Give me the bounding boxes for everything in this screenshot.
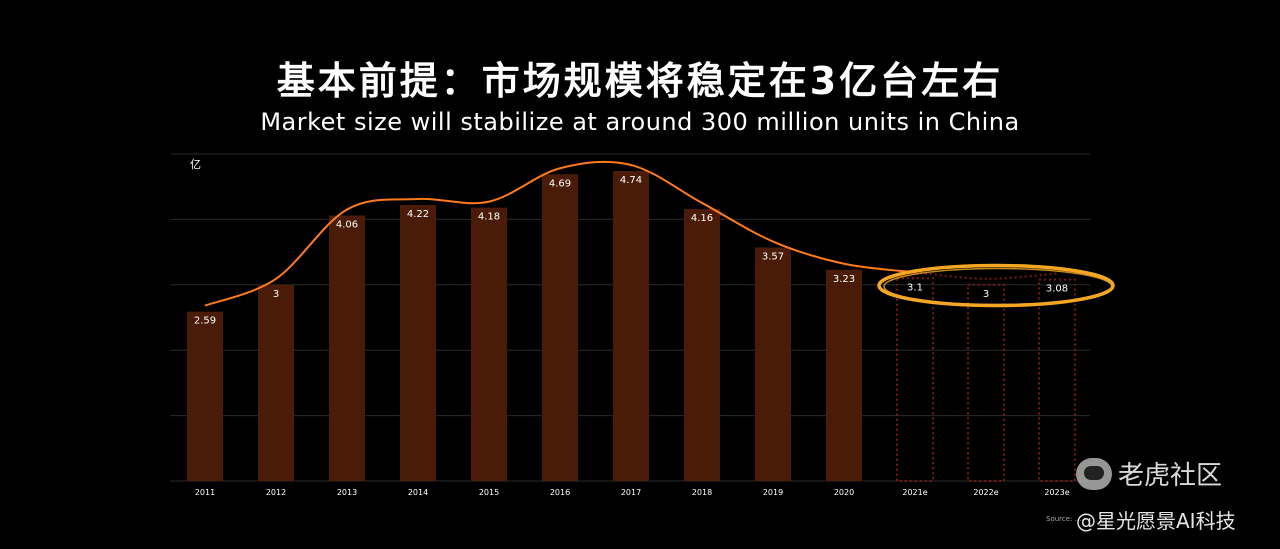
value-label: 3.23: [833, 274, 855, 285]
bar: [187, 311, 223, 481]
bar: [684, 208, 720, 481]
forecast-bar: [967, 283, 1005, 482]
highlight-ellipse-inner: [883, 267, 1113, 306]
x-tick-label: 2021e: [902, 488, 927, 497]
value-labels: 2.59 3 4.06 4.22 4.18 4.69 4.74 4.16 3.57 3.23 3.1…: [194, 175, 1068, 327]
forecast-bar: [896, 277, 934, 483]
bar: [329, 215, 365, 481]
value-label: 3: [983, 289, 989, 300]
value-label: 4.69: [549, 178, 571, 189]
x-tick-label: 2020: [834, 488, 854, 497]
value-label: 3.57: [762, 252, 784, 263]
forecast-bar: [1038, 278, 1076, 482]
value-label: 4.06: [336, 219, 358, 230]
bar: [755, 247, 791, 481]
watermark-primary: 老虎社区: [1076, 455, 1222, 492]
x-tick-label: 2013: [337, 488, 357, 497]
x-tick-label: 2017: [621, 488, 641, 497]
value-label: 3.08: [1046, 284, 1068, 295]
trend-line-forecast: [914, 271, 1058, 280]
value-label: 2.59: [194, 316, 216, 327]
value-label: 3.1: [907, 282, 923, 293]
x-tick-label: 2016: [550, 488, 570, 497]
bar: [542, 174, 578, 482]
page-subtitle: Market size will stabilize at around 300…: [260, 108, 1020, 136]
x-tick-label: 2011: [195, 488, 215, 497]
x-tick-label: 2023e: [1044, 488, 1069, 497]
watermark-secondary: @星光愿景AI科技: [1076, 509, 1236, 533]
x-tick-label: 2012: [266, 488, 286, 497]
value-label: 4.74: [620, 175, 642, 186]
x-tick-label: 2019: [763, 488, 783, 497]
tiger-community-logo-icon: [1076, 457, 1112, 490]
trend-line: [204, 160, 1058, 307]
x-tick-label: 2014: [408, 488, 428, 497]
value-label: 4.18: [478, 212, 500, 223]
value-label: 4.16: [691, 213, 713, 224]
x-tick-label: 2018: [692, 488, 712, 497]
bars: [187, 171, 1076, 483]
watermark-primary-text: 老虎社区: [1118, 461, 1223, 491]
bar: [258, 284, 294, 481]
page-title: 基本前提：市场规模将稳定在3亿台左右: [276, 59, 1004, 103]
x-tick-label: 2015: [479, 488, 499, 497]
source-note: Source: ...: [1046, 515, 1082, 523]
bar: [400, 205, 436, 481]
value-label: 3: [273, 289, 279, 300]
bar: [471, 207, 507, 482]
bar: [826, 269, 862, 481]
highlight-ellipse: [877, 263, 1115, 308]
forecast-highlight: [877, 263, 1115, 308]
value-label: 4.22: [407, 209, 429, 220]
bar: [613, 171, 649, 481]
y-axis-unit-label: 亿: [190, 158, 201, 171]
x-axis-labels: 2011 2012 2013 2014 2015 2016 2017 2018 2019 2020…: [195, 488, 1070, 497]
trend-line-actual: [204, 160, 916, 307]
x-tick-label: 2022e: [973, 488, 998, 497]
